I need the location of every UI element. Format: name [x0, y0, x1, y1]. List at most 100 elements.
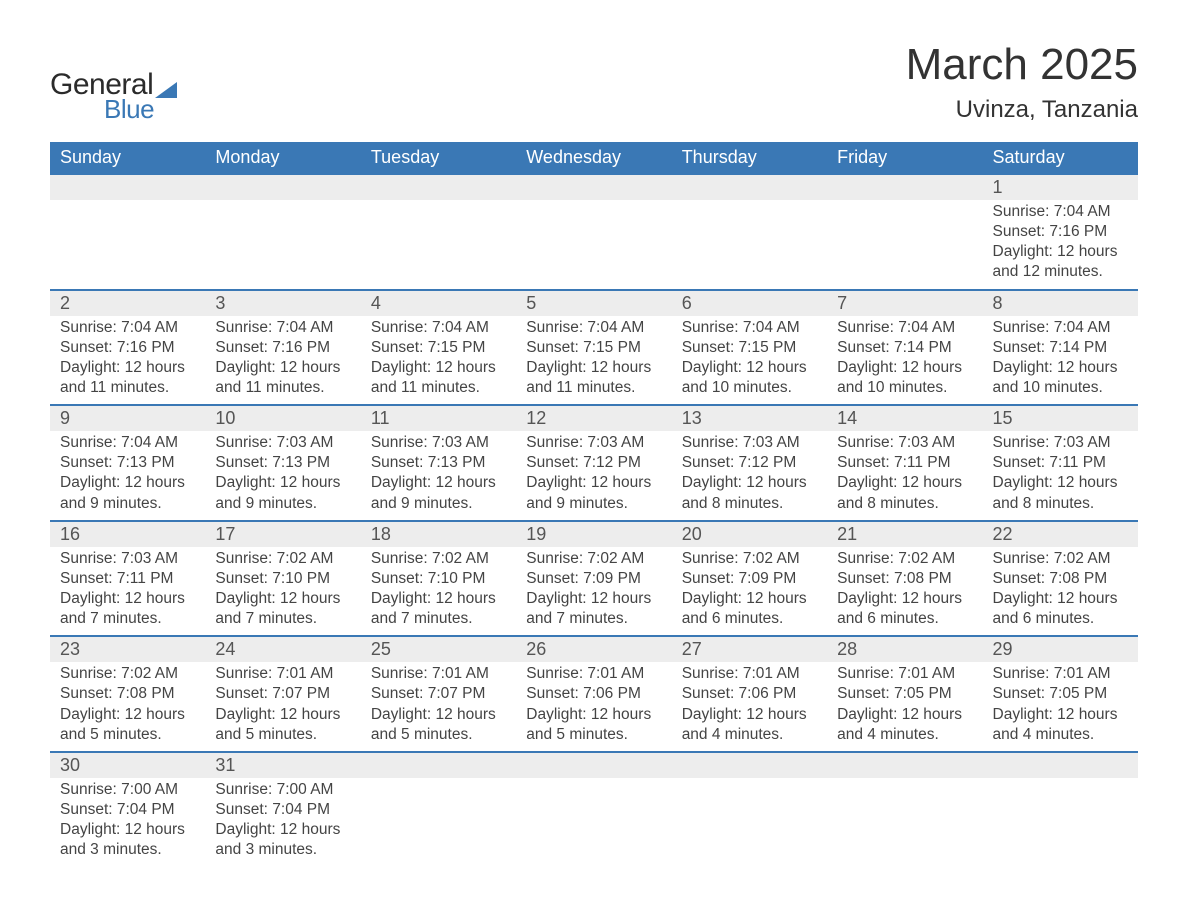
daylight-text: Daylight: 12 hours and 4 minutes.	[993, 705, 1128, 745]
day-number-cell	[361, 174, 516, 200]
day-data-cell: Sunrise: 7:01 AMSunset: 7:06 PMDaylight:…	[672, 662, 827, 752]
sunrise-text: Sunrise: 7:02 AM	[993, 549, 1128, 569]
daylight-text: Daylight: 12 hours and 10 minutes.	[993, 358, 1128, 398]
calendar-column-header: Sunday	[50, 142, 205, 174]
day-number-cell: 30	[50, 752, 205, 778]
day-data-cell	[983, 778, 1138, 867]
day-number-cell: 22	[983, 521, 1138, 547]
sunset-text: Sunset: 7:14 PM	[837, 338, 972, 358]
daylight-text: Daylight: 12 hours and 12 minutes.	[993, 242, 1128, 282]
daylight-text: Daylight: 12 hours and 9 minutes.	[371, 473, 506, 513]
sunrise-text: Sunrise: 7:01 AM	[215, 664, 350, 684]
sunrise-text: Sunrise: 7:01 AM	[371, 664, 506, 684]
calendar-column-header: Monday	[205, 142, 360, 174]
daylight-text: Daylight: 12 hours and 8 minutes.	[837, 473, 972, 513]
sunrise-text: Sunrise: 7:03 AM	[526, 433, 661, 453]
day-number-row: 3031	[50, 752, 1138, 778]
sunset-text: Sunset: 7:07 PM	[371, 684, 506, 704]
sunrise-text: Sunrise: 7:01 AM	[837, 664, 972, 684]
day-data-cell	[516, 200, 671, 290]
day-number-cell	[827, 752, 982, 778]
sunrise-text: Sunrise: 7:03 AM	[682, 433, 817, 453]
day-number-cell: 7	[827, 290, 982, 316]
sunset-text: Sunset: 7:11 PM	[993, 453, 1128, 473]
day-data-cell: Sunrise: 7:02 AMSunset: 7:08 PMDaylight:…	[827, 547, 982, 637]
day-data-cell: Sunrise: 7:00 AMSunset: 7:04 PMDaylight:…	[50, 778, 205, 867]
sunset-text: Sunset: 7:09 PM	[526, 569, 661, 589]
sunset-text: Sunset: 7:16 PM	[60, 338, 195, 358]
sunset-text: Sunset: 7:09 PM	[682, 569, 817, 589]
day-number-cell: 23	[50, 636, 205, 662]
sunrise-text: Sunrise: 7:04 AM	[837, 318, 972, 338]
sunset-text: Sunset: 7:13 PM	[215, 453, 350, 473]
day-number-row: 16171819202122	[50, 521, 1138, 547]
calendar-head: SundayMondayTuesdayWednesdayThursdayFrid…	[50, 142, 1138, 174]
sunrise-text: Sunrise: 7:04 AM	[993, 318, 1128, 338]
day-number-cell	[361, 752, 516, 778]
day-data-cell: Sunrise: 7:01 AMSunset: 7:05 PMDaylight:…	[983, 662, 1138, 752]
sunset-text: Sunset: 7:14 PM	[993, 338, 1128, 358]
day-number-cell: 4	[361, 290, 516, 316]
daylight-text: Daylight: 12 hours and 11 minutes.	[371, 358, 506, 398]
sunrise-text: Sunrise: 7:01 AM	[993, 664, 1128, 684]
sunrise-text: Sunrise: 7:04 AM	[526, 318, 661, 338]
day-number-cell: 17	[205, 521, 360, 547]
day-data-cell	[361, 200, 516, 290]
day-number-row: 23242526272829	[50, 636, 1138, 662]
day-data-cell	[827, 200, 982, 290]
calendar-column-header: Tuesday	[361, 142, 516, 174]
day-number-cell: 10	[205, 405, 360, 431]
sunrise-text: Sunrise: 7:02 AM	[837, 549, 972, 569]
calendar-column-header: Friday	[827, 142, 982, 174]
sunset-text: Sunset: 7:04 PM	[215, 800, 350, 820]
day-number-cell: 27	[672, 636, 827, 662]
calendar-column-header: Thursday	[672, 142, 827, 174]
day-data-cell: Sunrise: 7:03 AMSunset: 7:11 PMDaylight:…	[983, 431, 1138, 521]
day-number-cell: 31	[205, 752, 360, 778]
day-data-cell: Sunrise: 7:02 AMSunset: 7:09 PMDaylight:…	[516, 547, 671, 637]
sunset-text: Sunset: 7:16 PM	[993, 222, 1128, 242]
sunset-text: Sunset: 7:10 PM	[371, 569, 506, 589]
day-number-cell	[672, 174, 827, 200]
day-data-cell: Sunrise: 7:04 AMSunset: 7:14 PMDaylight:…	[983, 316, 1138, 406]
daylight-text: Daylight: 12 hours and 8 minutes.	[993, 473, 1128, 513]
calendar-column-header: Wednesday	[516, 142, 671, 174]
day-data-cell: Sunrise: 7:04 AMSunset: 7:13 PMDaylight:…	[50, 431, 205, 521]
day-data-cell: Sunrise: 7:04 AMSunset: 7:16 PMDaylight:…	[205, 316, 360, 406]
day-data-cell: Sunrise: 7:02 AMSunset: 7:08 PMDaylight:…	[983, 547, 1138, 637]
daylight-text: Daylight: 12 hours and 8 minutes.	[682, 473, 817, 513]
day-data-row: Sunrise: 7:04 AMSunset: 7:13 PMDaylight:…	[50, 431, 1138, 521]
daylight-text: Daylight: 12 hours and 9 minutes.	[215, 473, 350, 513]
sunrise-text: Sunrise: 7:01 AM	[526, 664, 661, 684]
day-data-cell: Sunrise: 7:03 AMSunset: 7:12 PMDaylight:…	[672, 431, 827, 521]
sunset-text: Sunset: 7:08 PM	[60, 684, 195, 704]
day-number-cell: 24	[205, 636, 360, 662]
sunrise-text: Sunrise: 7:04 AM	[60, 433, 195, 453]
sunrise-text: Sunrise: 7:00 AM	[215, 780, 350, 800]
day-data-cell: Sunrise: 7:01 AMSunset: 7:07 PMDaylight:…	[361, 662, 516, 752]
day-number-cell	[516, 752, 671, 778]
day-number-cell: 15	[983, 405, 1138, 431]
daylight-text: Daylight: 12 hours and 3 minutes.	[60, 820, 195, 860]
daylight-text: Daylight: 12 hours and 6 minutes.	[993, 589, 1128, 629]
day-number-cell: 3	[205, 290, 360, 316]
sunrise-text: Sunrise: 7:03 AM	[993, 433, 1128, 453]
day-data-cell	[672, 200, 827, 290]
day-number-row: 2345678	[50, 290, 1138, 316]
day-number-cell: 28	[827, 636, 982, 662]
day-number-cell: 13	[672, 405, 827, 431]
daylight-text: Daylight: 12 hours and 6 minutes.	[837, 589, 972, 629]
sunset-text: Sunset: 7:15 PM	[371, 338, 506, 358]
sunset-text: Sunset: 7:08 PM	[837, 569, 972, 589]
sunrise-text: Sunrise: 7:03 AM	[60, 549, 195, 569]
page-title: March 2025	[906, 40, 1138, 90]
sunset-text: Sunset: 7:06 PM	[682, 684, 817, 704]
sunrise-text: Sunrise: 7:03 AM	[371, 433, 506, 453]
sunset-text: Sunset: 7:12 PM	[526, 453, 661, 473]
day-number-cell: 16	[50, 521, 205, 547]
sunset-text: Sunset: 7:16 PM	[215, 338, 350, 358]
day-data-cell: Sunrise: 7:02 AMSunset: 7:08 PMDaylight:…	[50, 662, 205, 752]
day-number-cell: 19	[516, 521, 671, 547]
day-number-cell: 14	[827, 405, 982, 431]
sunrise-text: Sunrise: 7:04 AM	[60, 318, 195, 338]
